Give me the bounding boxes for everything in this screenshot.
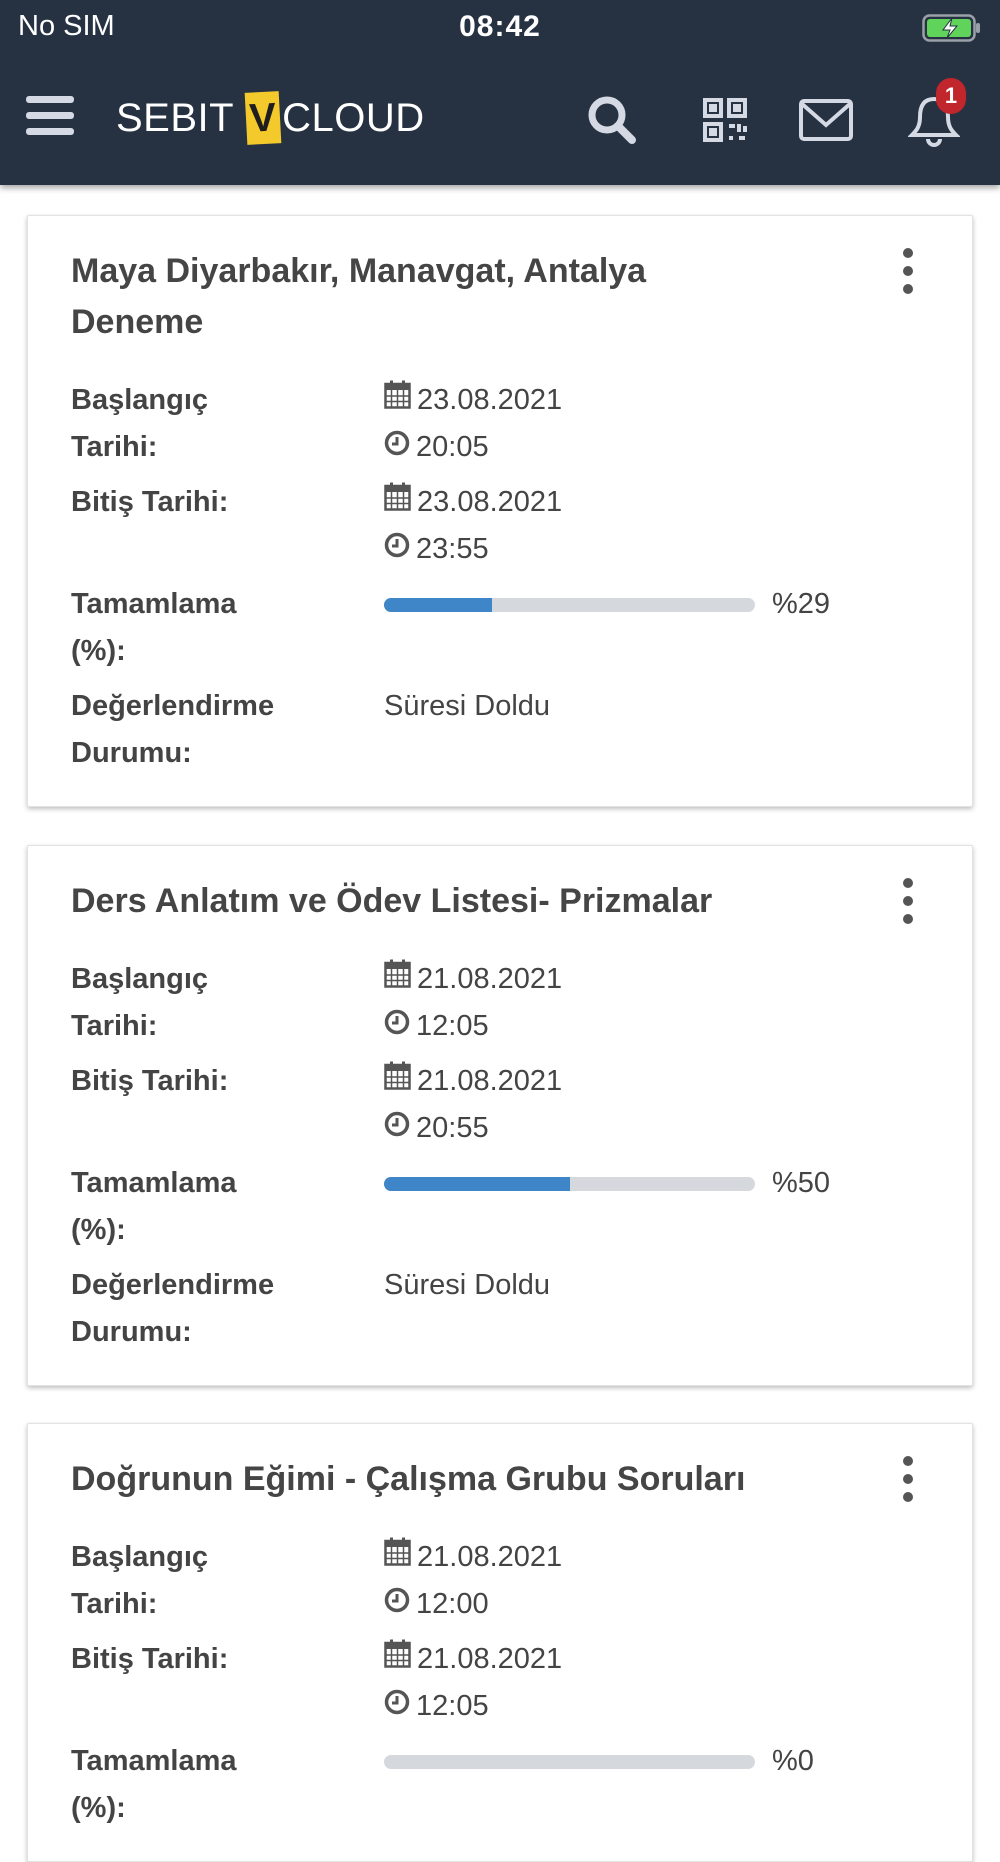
start-date-value: 23.08.2021	[417, 384, 563, 416]
navbar: SEBIT V CLOUD 1	[0, 52, 1000, 185]
clock-icon	[384, 1003, 416, 1050]
sebit-vcloud-logo[interactable]: SEBIT V CLOUD	[116, 91, 425, 145]
end-time-value: 12:05	[416, 1690, 489, 1722]
assignment-card[interactable]: Ders Anlatım ve Ödev Listesi- Prizmalar …	[27, 845, 973, 1386]
calendar-icon	[384, 956, 417, 1003]
assignment-title: Maya Diyarbakır, Manavgat, Antalya Denem…	[71, 252, 647, 341]
completion-row: Tamamlama (%): %0	[71, 1738, 972, 1832]
end-date-value: 21.08.2021	[417, 1643, 563, 1675]
assignment-title: Doğrunun Eğimi - Çalışma Grubu Soruları	[71, 1460, 746, 1498]
completion-progress-bar	[384, 1754, 755, 1769]
start-time-value: 20:05	[416, 431, 489, 463]
completion-row: Tamamlama (%): %50	[71, 1160, 972, 1254]
end-time-value: 20:55	[416, 1112, 489, 1144]
start-date-value: 21.08.2021	[417, 1541, 563, 1573]
mail-icon[interactable]	[798, 92, 854, 148]
completion-percent: %50	[772, 1167, 831, 1199]
start-date-value: 21.08.2021	[417, 963, 563, 995]
assignment-card[interactable]: Doğrunun Eğimi - Çalışma Grubu Soruları …	[27, 1423, 973, 1862]
assignment-title: Ders Anlatım ve Ödev Listesi- Prizmalar	[71, 882, 713, 920]
start-time-value: 12:00	[416, 1588, 489, 1620]
qr-code-icon[interactable]	[697, 92, 753, 148]
start-date-label: Başlangıç Tarihi:	[71, 384, 208, 463]
end-date-row: Bitiş Tarihi: 23.08.2021 23:55	[71, 479, 972, 573]
clock-icon	[384, 526, 416, 573]
assignment-card[interactable]: Maya Diyarbakır, Manavgat, Antalya Denem…	[27, 215, 973, 807]
more-options-icon[interactable]	[898, 878, 918, 924]
evaluation-status-label: Değerlendirme Durumu:	[71, 1269, 275, 1348]
app-header: No SIM 08:42 SEBIT V CLOUD	[0, 0, 1000, 185]
completion-progress-bar	[384, 597, 755, 612]
bell-icon[interactable]: 1	[906, 78, 966, 148]
start-date-label: Başlangıç Tarihi:	[71, 1541, 208, 1620]
end-date-label: Bitiş Tarihi:	[71, 1065, 229, 1097]
calendar-icon	[384, 1636, 417, 1683]
start-date-row: Başlangıç Tarihi: 21.08.2021 12:05	[71, 956, 972, 1050]
search-icon[interactable]	[584, 92, 640, 148]
end-date-row: Bitiş Tarihi: 21.08.2021 12:05	[71, 1636, 972, 1730]
completion-percent: %0	[772, 1745, 814, 1777]
calendar-icon	[384, 1058, 417, 1105]
clock-icon	[384, 424, 416, 471]
completion-label: Tamamlama (%):	[71, 1745, 237, 1824]
completion-percent: %29	[772, 588, 831, 620]
clock-icon	[384, 1105, 416, 1152]
evaluation-status-label: Değerlendirme Durumu:	[71, 690, 275, 769]
evaluation-status-value: Süresi Doldu	[384, 690, 551, 722]
start-date-label: Başlangıç Tarihi:	[71, 963, 208, 1042]
completion-label: Tamamlama (%):	[71, 588, 237, 667]
end-date-row: Bitiş Tarihi: 21.08.2021 20:55	[71, 1058, 972, 1152]
logo-text-cloud: CLOUD	[282, 95, 425, 140]
notification-badge: 1	[936, 78, 966, 114]
more-options-icon[interactable]	[898, 248, 918, 294]
start-date-row: Başlangıç Tarihi: 23.08.2021 20:05	[71, 377, 972, 471]
status-time: 08:42	[459, 10, 541, 43]
completion-progress-fill	[384, 597, 492, 612]
calendar-icon	[384, 479, 417, 526]
end-time-value: 23:55	[416, 533, 489, 565]
completion-label: Tamamlama (%):	[71, 1167, 237, 1246]
start-date-row: Başlangıç Tarihi: 21.08.2021 12:00	[71, 1534, 972, 1628]
more-options-icon[interactable]	[898, 1456, 918, 1502]
clock-icon	[384, 1581, 416, 1628]
calendar-icon	[384, 377, 417, 424]
end-date-label: Bitiş Tarihi:	[71, 486, 229, 518]
carrier-label: No SIM	[18, 10, 115, 42]
evaluation-status-row: Değerlendirme Durumu: Süresi Doldu	[71, 683, 972, 777]
logo-text-sebit: SEBIT	[116, 95, 235, 140]
battery-charging-icon	[922, 14, 980, 42]
evaluation-status-row: Değerlendirme Durumu: Süresi Doldu	[71, 1262, 972, 1356]
menu-icon[interactable]	[26, 96, 74, 140]
start-time-value: 12:05	[416, 1010, 489, 1042]
evaluation-status-value: Süresi Doldu	[384, 1269, 551, 1301]
calendar-icon	[384, 1534, 417, 1581]
logo-v-mark: V	[244, 91, 282, 145]
completion-progress-bar	[384, 1176, 755, 1191]
end-date-value: 23.08.2021	[417, 486, 563, 518]
status-bar: No SIM 08:42	[0, 0, 1000, 52]
completion-progress-fill	[384, 1176, 570, 1191]
clock-icon	[384, 1683, 416, 1730]
end-date-label: Bitiş Tarihi:	[71, 1643, 229, 1675]
completion-row: Tamamlama (%): %29	[71, 581, 972, 675]
end-date-value: 21.08.2021	[417, 1065, 563, 1097]
